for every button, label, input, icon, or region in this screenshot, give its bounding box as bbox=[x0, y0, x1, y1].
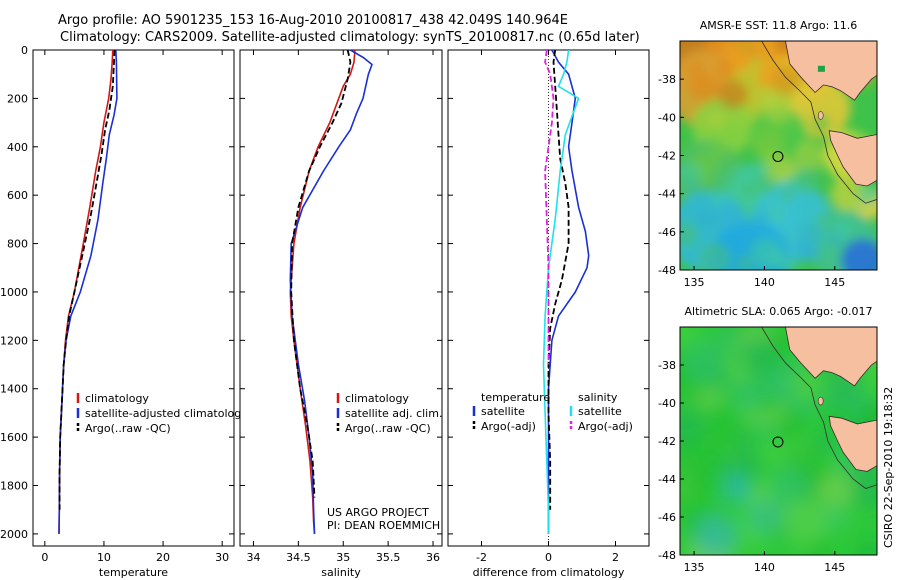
legend-heading: salinity bbox=[578, 391, 618, 404]
figure-title-line1: Argo profile: AO 5901235_153 16-Aug-2010… bbox=[58, 13, 568, 28]
x-tick-label: 35.5 bbox=[376, 551, 401, 564]
y-tick-label: -40 bbox=[658, 111, 676, 124]
series-line-argo-adj bbox=[547, 50, 570, 510]
shelf-contour bbox=[761, 327, 877, 489]
profile-panel-1: 34 34.5 35 35.5 36 salinity climatology satelli… bbox=[239, 49, 443, 579]
x-tick-label: 145 bbox=[824, 561, 845, 574]
figure-title-line2: Climatology: CARS2009. Satellite-adjuste… bbox=[60, 30, 640, 45]
y-tick-label: 1600 bbox=[0, 431, 28, 444]
x-tick-label: 135 bbox=[684, 276, 705, 289]
field-blobs bbox=[680, 41, 877, 270]
land-island bbox=[817, 111, 824, 120]
x-tick-label: 135 bbox=[684, 561, 705, 574]
x-axis-label: difference from climatology bbox=[473, 566, 625, 579]
y-tick-label: 800 bbox=[7, 238, 28, 251]
x-tick-label: 2 bbox=[612, 551, 619, 564]
y-tick-label: 0 bbox=[21, 44, 28, 57]
profile-panel-2: -2 0 2 difference from climatology temperatu… bbox=[447, 49, 650, 579]
series-line-argo-raw-qc bbox=[290, 50, 352, 498]
y-tick-label: -48 bbox=[658, 264, 676, 277]
x-tick-label: 35 bbox=[336, 551, 350, 564]
x-tick-label: 34.5 bbox=[286, 551, 311, 564]
y-tick-label: -42 bbox=[658, 150, 676, 163]
legend-entry: Argo(..raw -QC) bbox=[85, 422, 171, 435]
legend-entry: Argo(-adj) bbox=[481, 420, 536, 433]
legend-entry: satellite bbox=[481, 405, 525, 418]
x-tick-label: 10 bbox=[97, 551, 111, 564]
legend-entry: climatology bbox=[85, 392, 149, 405]
land-mainland bbox=[785, 41, 877, 101]
y-tick-label: -46 bbox=[658, 511, 676, 524]
map-panel-altimetric-sla: Altimetric SLA: 0.065 Argo: -0.017 135 140… bbox=[658, 305, 878, 574]
land-mainland bbox=[785, 327, 877, 387]
profile-panel-0: 0 10 20 30 0 200 400 600 800 1000 1200 1400 1600 1800… bbox=[0, 44, 248, 579]
y-tick-label: 400 bbox=[7, 141, 28, 154]
y-tick-label: -44 bbox=[658, 473, 676, 486]
credit-text: CSIRO 22-Sep-2010 19:18:32 bbox=[882, 386, 895, 548]
x-tick-label: 140 bbox=[754, 561, 775, 574]
x-axis-label: salinity bbox=[321, 566, 361, 579]
project-annotation: US ARGO PROJECT bbox=[327, 506, 429, 519]
legend-entry: satellite adj. clim. bbox=[345, 407, 442, 420]
x-tick-label: 20 bbox=[156, 551, 170, 564]
plot-frame bbox=[32, 49, 235, 547]
y-tick-label: 2000 bbox=[0, 528, 28, 541]
y-tick-label: 1200 bbox=[0, 334, 28, 347]
y-tick-label: 200 bbox=[7, 92, 28, 105]
legend-entry: climatology bbox=[345, 392, 409, 405]
map-title: AMSR-E SST: 11.8 Argo: 11.6 bbox=[700, 19, 858, 32]
legend-entry: satellite bbox=[578, 405, 622, 418]
shelf-contour bbox=[761, 41, 877, 204]
land-cell bbox=[817, 65, 825, 72]
series-line-satellite bbox=[547, 50, 590, 534]
plot-frame bbox=[239, 49, 443, 547]
series-line-satellite bbox=[542, 50, 580, 534]
x-axis-label: temperature bbox=[99, 566, 168, 579]
y-tick-label: 1400 bbox=[0, 383, 28, 396]
map-panel-amsr-e-sst: AMSR-E SST: 11.8 Argo: 11.6 135 140 145 -38 -… bbox=[658, 19, 878, 289]
y-tick-label: -40 bbox=[658, 397, 676, 410]
x-tick-label: 30 bbox=[215, 551, 229, 564]
x-tick-label: 140 bbox=[754, 276, 775, 289]
y-tick-label: -46 bbox=[658, 226, 676, 239]
x-tick-label: 145 bbox=[824, 276, 845, 289]
x-tick-label: 0 bbox=[41, 551, 48, 564]
x-tick-label: 36 bbox=[426, 551, 440, 564]
y-tick-label: -48 bbox=[658, 549, 676, 562]
series-line-argo-raw-qc bbox=[58, 50, 116, 510]
y-tick-label: -38 bbox=[658, 359, 676, 372]
y-tick-label: -42 bbox=[658, 435, 676, 448]
project-annotation: PI: DEAN ROEMMICH bbox=[327, 519, 440, 532]
land-tasmania bbox=[828, 130, 877, 187]
y-tick-label: 1000 bbox=[0, 286, 28, 299]
y-tick-label: 600 bbox=[7, 189, 28, 202]
x-tick-label: 0 bbox=[545, 551, 552, 564]
series-line-argo-adj bbox=[544, 50, 555, 365]
y-tick-label: -44 bbox=[658, 188, 676, 201]
x-tick-label: 34 bbox=[246, 551, 260, 564]
land-tasmania bbox=[828, 415, 877, 472]
legend-entry: satellite-adjusted climatology bbox=[85, 407, 248, 420]
land-island bbox=[817, 396, 824, 406]
argo-float-marker bbox=[772, 436, 784, 448]
legend-entry: Argo(..raw -QC) bbox=[345, 422, 431, 435]
y-tick-label: 1800 bbox=[0, 480, 28, 493]
argo-float-marker bbox=[772, 150, 784, 162]
legend-entry: Argo(-adj) bbox=[578, 420, 633, 433]
x-tick-label: -2 bbox=[476, 551, 487, 564]
map-title: Altimetric SLA: 0.065 Argo: -0.017 bbox=[685, 305, 873, 318]
y-tick-label: -38 bbox=[658, 73, 676, 86]
legend-heading: temperature bbox=[481, 391, 550, 404]
